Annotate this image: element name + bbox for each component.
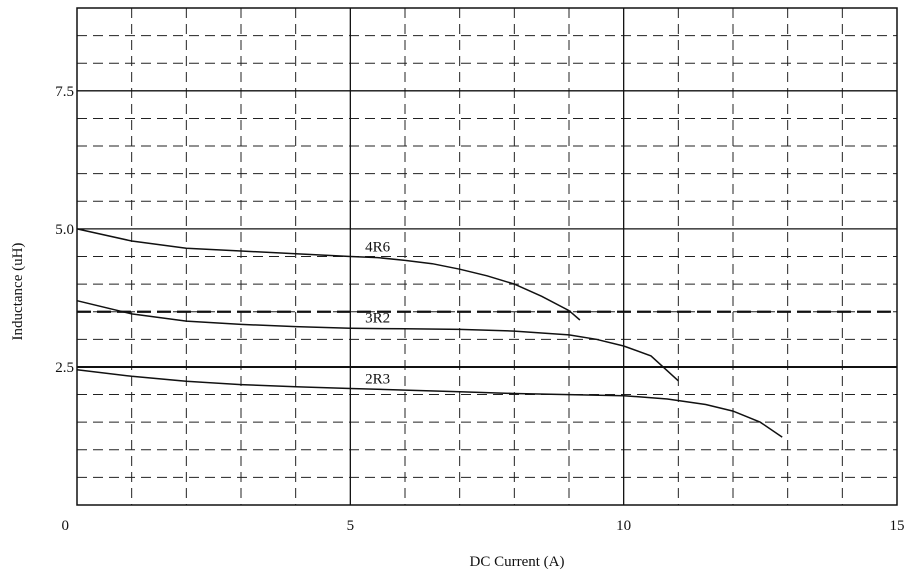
x-tick-label: 10 xyxy=(616,518,631,534)
y-tick-label: 7.5 xyxy=(55,84,74,100)
series-labels: 4R6 3R2 2R3 xyxy=(365,240,391,388)
reference-lines xyxy=(77,310,897,368)
x-axis-title: DC Current (A) xyxy=(470,554,565,570)
y-axis-ticks: 2.5 5.0 7.5 xyxy=(55,84,74,376)
x-tick-label: 0 xyxy=(62,518,70,534)
series-line-2r3 xyxy=(76,368,783,438)
series-line-4r6 xyxy=(76,228,581,321)
minor-grid xyxy=(77,8,897,505)
x-tick-label: 5 xyxy=(347,518,355,534)
series-label-4r6: 4R6 xyxy=(365,240,391,256)
series-label-2r3: 2R3 xyxy=(365,371,390,387)
series-line-3r2 xyxy=(76,299,679,382)
y-axis-title: Inductance (uH) xyxy=(10,243,26,341)
x-tick-label: 15 xyxy=(890,518,905,534)
y-tick-label: 5.0 xyxy=(55,222,74,238)
series-layer xyxy=(76,228,783,438)
x-axis-ticks: 0 5 10 15 xyxy=(62,518,905,534)
y-tick-label: 2.5 xyxy=(55,360,74,376)
series-label-3r2: 3R2 xyxy=(365,311,390,327)
plot-frame xyxy=(76,7,898,506)
